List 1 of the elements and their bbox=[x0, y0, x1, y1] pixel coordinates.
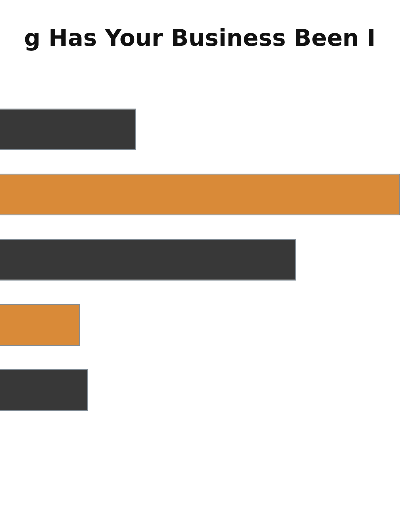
chart-title: g Has Your Business Been I bbox=[24, 26, 376, 52]
